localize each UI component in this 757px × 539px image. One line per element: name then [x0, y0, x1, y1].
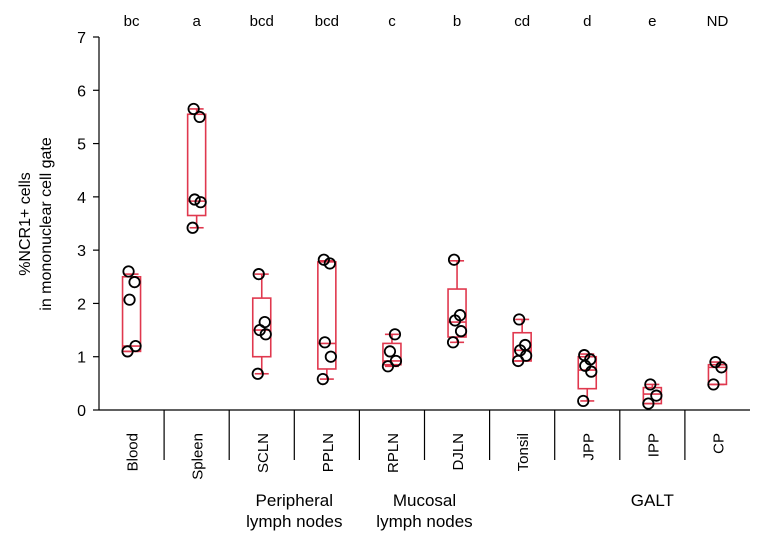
data-point — [650, 389, 663, 402]
significance-label: b — [453, 13, 461, 30]
box-scln — [251, 273, 272, 375]
significance-label: bcd — [250, 13, 274, 30]
data-point — [258, 315, 271, 329]
y-tick-label: 5 — [77, 137, 86, 154]
significance-label: bcd — [315, 13, 339, 30]
y-tick-label: 3 — [77, 243, 86, 260]
data-point — [122, 265, 135, 278]
data-point — [513, 313, 526, 326]
box-body — [186, 113, 207, 217]
data-point — [519, 338, 532, 352]
box-body — [121, 275, 142, 353]
y-axis-label-line1: %NCR1+ cells — [17, 172, 34, 276]
x-tick-label: CP — [710, 433, 727, 454]
x-tick-label: PPLN — [320, 433, 337, 472]
data-point — [318, 336, 331, 349]
data-point — [585, 365, 598, 378]
x-tick-label: Tonsil — [515, 433, 532, 471]
significance-label: cd — [514, 13, 530, 30]
box-body — [251, 297, 272, 358]
data-point — [316, 372, 329, 386]
data-point — [123, 293, 136, 306]
data-point — [709, 355, 722, 369]
y-tick-label: 0 — [77, 403, 86, 420]
data-point — [388, 328, 402, 341]
group-label-line2: lymph nodes — [376, 512, 472, 531]
data-point — [578, 349, 591, 362]
data-point — [317, 253, 330, 266]
data-point — [644, 378, 657, 391]
group-label: Mucosal — [393, 491, 456, 510]
significance-label: d — [583, 13, 591, 30]
x-tick-label: DJLN — [450, 433, 467, 471]
data-point — [446, 336, 460, 349]
significance-label: a — [192, 13, 201, 30]
x-tick-label: IPP — [645, 433, 662, 457]
x-tick-label: SCLN — [255, 433, 272, 473]
x-tick-label: Blood — [125, 433, 142, 471]
box-body — [317, 261, 337, 370]
group-label: Peripheral — [256, 491, 334, 510]
y-tick-label: 6 — [77, 83, 86, 100]
data-point — [193, 110, 206, 124]
box-body — [512, 331, 532, 362]
y-tick-label: 2 — [77, 296, 86, 313]
group-label: GALT — [631, 491, 674, 510]
x-tick-label: RPLN — [385, 433, 402, 473]
significance-label: ND — [707, 13, 729, 30]
significance-label: c — [388, 13, 396, 30]
box-body — [447, 288, 467, 338]
data-point — [188, 193, 201, 206]
data-point — [323, 257, 336, 270]
x-tick-label: JPP — [580, 433, 597, 461]
y-tick-label: 1 — [77, 350, 86, 367]
data-point — [251, 367, 264, 380]
data-point — [707, 378, 720, 391]
data-point — [642, 397, 655, 410]
data-point — [324, 350, 337, 363]
box-spleen — [186, 108, 207, 229]
significance-label: bc — [124, 13, 140, 30]
y-tick-label: 4 — [77, 190, 86, 207]
data-point — [252, 268, 265, 281]
data-point — [389, 354, 403, 368]
data-point — [194, 196, 207, 209]
significance-label: e — [648, 13, 656, 30]
box-djln — [447, 259, 467, 344]
x-tick-label: Spleen — [190, 433, 207, 480]
data-point — [454, 325, 468, 338]
y-tick-label: 7 — [77, 30, 86, 47]
data-point — [453, 309, 467, 322]
data-point — [129, 339, 142, 353]
group-label-line2: lymph nodes — [246, 512, 342, 531]
data-point — [186, 221, 199, 234]
data-point — [187, 102, 200, 116]
data-point — [577, 394, 590, 408]
data-point — [383, 345, 397, 358]
data-point — [128, 276, 141, 289]
y-axis-label-line2: in mononuclear cell gate — [38, 137, 55, 311]
data-point — [447, 253, 461, 266]
